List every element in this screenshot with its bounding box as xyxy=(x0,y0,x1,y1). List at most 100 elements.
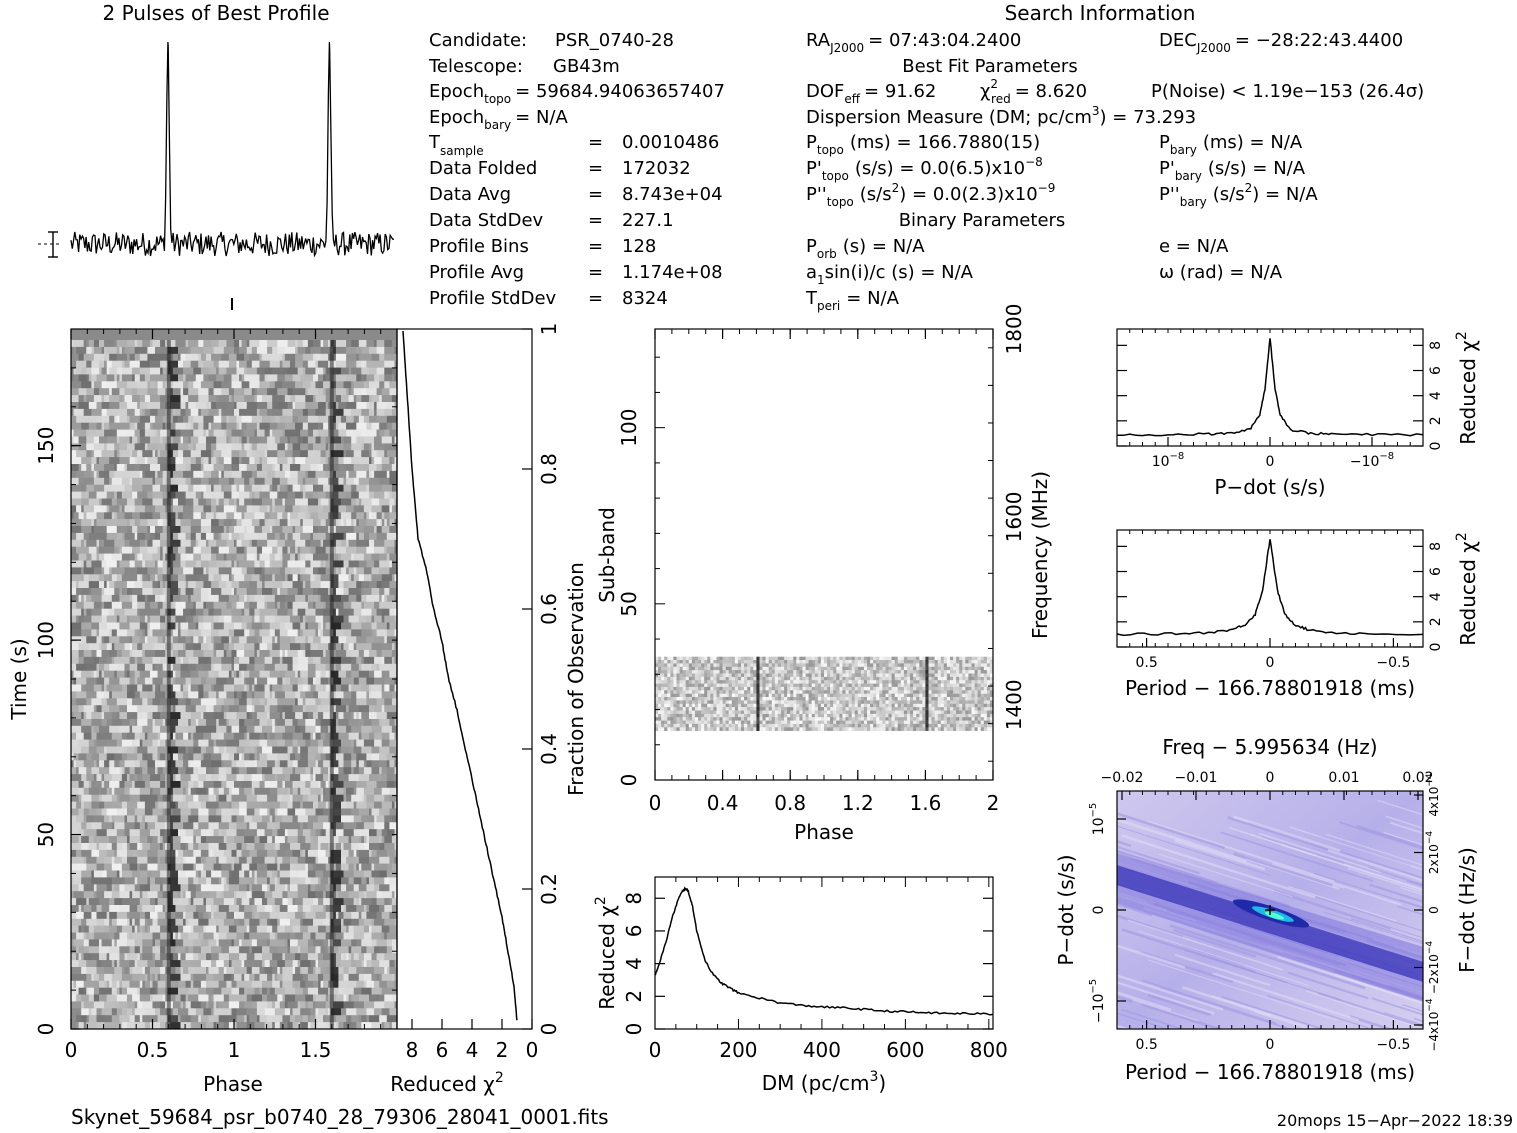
tp-cell xyxy=(386,450,395,458)
tp-cell xyxy=(86,512,92,520)
tp-cell xyxy=(71,829,79,837)
tp-cell xyxy=(246,677,255,685)
tp-cell xyxy=(134,346,138,355)
tp-cell xyxy=(142,774,151,782)
tp-cell xyxy=(134,774,138,782)
tp-cell xyxy=(116,340,128,348)
tp-cell xyxy=(386,636,397,644)
tp-cell xyxy=(371,608,377,616)
tp-cell xyxy=(300,753,309,761)
tp-cell xyxy=(142,450,153,458)
tp-cell xyxy=(211,663,214,671)
tp-cell xyxy=(315,353,321,361)
tp-cell xyxy=(83,615,92,623)
tp-cell xyxy=(71,408,74,417)
tp-cell xyxy=(198,346,204,355)
tp-cell xyxy=(114,491,118,499)
tp-cell xyxy=(384,967,388,975)
tp-cell xyxy=(363,553,372,561)
tp-cell xyxy=(376,953,385,961)
tp-cell xyxy=(91,670,95,678)
tp-cell xyxy=(111,939,115,947)
tp-cell xyxy=(226,719,230,727)
tp-cell xyxy=(121,746,125,754)
tp-cell xyxy=(165,608,168,616)
tp-cell xyxy=(361,622,372,630)
tp-cell xyxy=(343,408,352,417)
tp-cell xyxy=(282,801,288,809)
tp-cell xyxy=(155,381,158,389)
tp-cell xyxy=(259,719,268,727)
tp-cell xyxy=(379,429,385,437)
tp-cell xyxy=(300,670,309,678)
tp-cell xyxy=(267,870,273,878)
tp-cell xyxy=(198,808,209,816)
tp-cell xyxy=(116,429,128,437)
tp-cell xyxy=(379,960,390,968)
tp-cell xyxy=(116,491,123,499)
tp-cell xyxy=(223,622,232,630)
tp-cell xyxy=(267,987,270,995)
tp-cell xyxy=(292,739,298,747)
tp-cell xyxy=(111,774,123,782)
tp-cell xyxy=(302,712,309,720)
tp-cell xyxy=(71,719,82,727)
a1sini: a1sin(i)/c (s) = N/A xyxy=(806,262,974,287)
tp-cell xyxy=(295,767,306,775)
tp-cell xyxy=(384,539,395,547)
tp-cell xyxy=(203,753,212,761)
tp-cell xyxy=(269,429,273,437)
tp-cell xyxy=(267,794,278,802)
tp-cell xyxy=(269,877,276,885)
tp-cell xyxy=(279,484,286,492)
tp-cell xyxy=(256,395,263,403)
tp-cell xyxy=(134,629,138,637)
tp-cell xyxy=(170,526,181,534)
tp-cell xyxy=(129,553,135,561)
tp-cell xyxy=(287,519,291,527)
tp-cell xyxy=(249,932,260,940)
tp-cell xyxy=(379,491,385,499)
omega: ω (rad) = N/A xyxy=(1159,262,1283,283)
tp-cell xyxy=(127,918,130,926)
tp-cell xyxy=(335,422,339,430)
tp-cell xyxy=(190,450,202,458)
tp-cell xyxy=(200,381,212,389)
tp-cell xyxy=(297,601,309,609)
tp-cell xyxy=(277,422,286,430)
tp-cell xyxy=(73,408,84,417)
tp-cell xyxy=(226,422,237,430)
tp-cell xyxy=(244,650,255,658)
tp-cell xyxy=(320,829,326,837)
tp-cell xyxy=(119,870,123,878)
tp-cell xyxy=(295,753,301,761)
tp-cell xyxy=(346,346,357,355)
tp-cell xyxy=(318,567,326,575)
tp-cell xyxy=(221,388,230,396)
tp-cell xyxy=(394,781,397,789)
tp-cell xyxy=(356,498,360,506)
tp-cell xyxy=(348,636,357,644)
tp-cell xyxy=(356,856,360,864)
tp-cell xyxy=(371,574,382,582)
tp-cell xyxy=(129,967,133,975)
tp-cell xyxy=(211,760,222,768)
tp-cell xyxy=(279,801,283,809)
tp-cell xyxy=(86,374,90,382)
tp-cell xyxy=(287,477,298,485)
tp-cell xyxy=(374,794,385,802)
tp-cell xyxy=(244,670,250,678)
tp-cell xyxy=(155,526,163,534)
tp-cell xyxy=(81,574,84,582)
tp-cell xyxy=(269,918,278,926)
tp-cell xyxy=(91,905,97,913)
tp-cell xyxy=(353,677,360,685)
tp-cell xyxy=(391,464,397,472)
tp-cell xyxy=(234,684,242,692)
tp-cell xyxy=(223,836,227,844)
tp-cell xyxy=(223,615,232,623)
tp-cell xyxy=(338,946,349,954)
tp-cell xyxy=(73,436,79,444)
tp-cell xyxy=(369,829,377,837)
tp-cell xyxy=(239,422,242,430)
